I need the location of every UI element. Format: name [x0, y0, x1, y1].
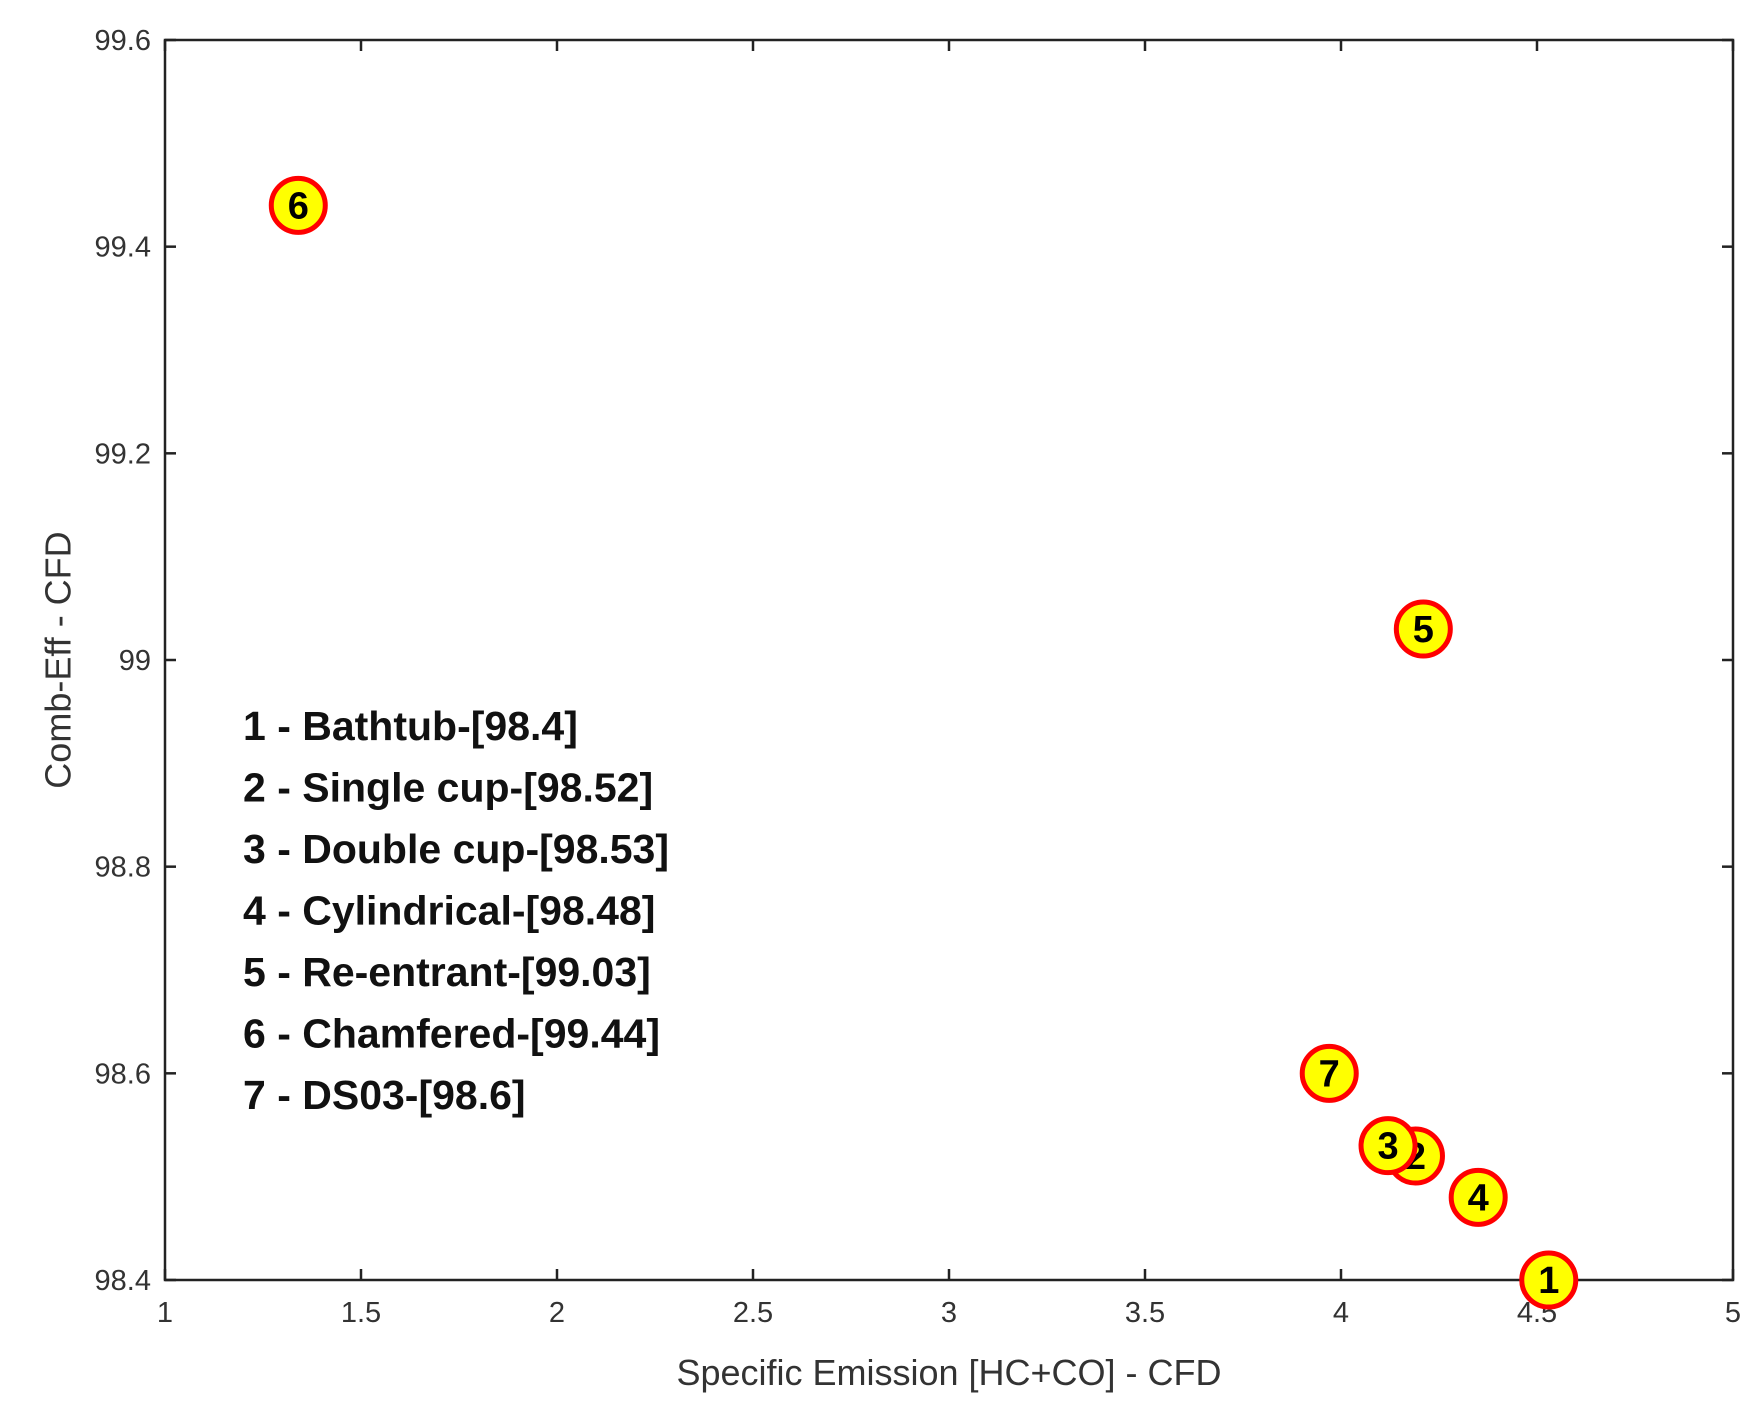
data-point-4: 4 — [1448, 1167, 1508, 1227]
x-tick-label: 1.5 — [341, 1297, 381, 1329]
point-label: 7 — [1319, 1053, 1340, 1095]
x-tick-label: 5 — [1725, 1297, 1741, 1329]
point-marker — [268, 175, 328, 235]
point-label: 1 — [1538, 1260, 1559, 1302]
y-tick-label: 98.8 — [95, 852, 151, 884]
legend-entry: 3 - Double cup-[98.53] — [243, 826, 669, 872]
point-marker — [1299, 1043, 1359, 1103]
y-tick-label: 99 — [119, 645, 151, 677]
x-tick-label: 2 — [549, 1297, 565, 1329]
point-marker — [1358, 1116, 1418, 1176]
data-point-7: 7 — [1299, 1043, 1359, 1103]
x-tick-label: 3 — [941, 1297, 957, 1329]
legend-entry: 6 - Chamfered-[99.44] — [243, 1011, 660, 1057]
x-tick-label: 4 — [1333, 1297, 1349, 1329]
x-tick-label: 1 — [157, 1297, 173, 1329]
legend-entry: 7 - DS03-[98.6] — [243, 1072, 526, 1118]
data-point-5: 5 — [1393, 599, 1453, 659]
point-label: 6 — [288, 185, 309, 227]
x-tick-label: 3.5 — [1125, 1297, 1165, 1329]
y-tick-label: 99.6 — [95, 25, 151, 57]
y-tick-label: 98.4 — [95, 1265, 151, 1297]
point-marker — [1448, 1167, 1508, 1227]
legend-entry: 4 - Cylindrical-[98.48] — [243, 888, 655, 934]
legend-entry: 2 - Single cup-[98.52] — [243, 765, 653, 811]
y-tick-label: 98.6 — [95, 1058, 151, 1090]
plot-area: 1 1.5 2 2.5 3 3.5 4 4.5 598.498.698.89999.299.49… — [95, 25, 1742, 1329]
point-marker — [1393, 599, 1453, 659]
y-axis-label: Comb-Eff - CFD — [38, 531, 79, 788]
data-point-6: 6 — [268, 175, 328, 235]
point-marker — [1519, 1250, 1579, 1310]
data-point-3: 3 — [1358, 1116, 1418, 1176]
data-point-1: 1 — [1519, 1250, 1579, 1310]
point-label: 3 — [1377, 1126, 1398, 1168]
x-axis-label: Specific Emission [HC+CO] - CFD — [676, 1352, 1221, 1393]
point-label: 5 — [1413, 609, 1434, 651]
point-label: 4 — [1468, 1177, 1489, 1219]
y-tick-label: 99.2 — [95, 438, 151, 470]
legend-entry: 1 - Bathtub-[98.4] — [243, 703, 578, 749]
legend-entry: 5 - Re-entrant-[99.03] — [243, 949, 651, 995]
legend: 1 - Bathtub-[98.4] 2 - Single cup-[98.52]… — [243, 703, 669, 1118]
x-tick-label: 2.5 — [733, 1297, 773, 1329]
y-tick-label: 99.4 — [95, 232, 151, 264]
